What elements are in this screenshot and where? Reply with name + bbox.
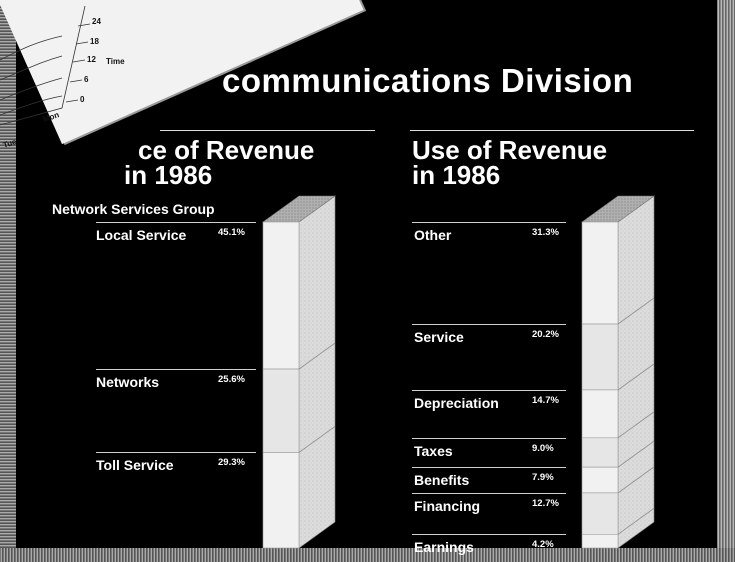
category-percent: 4.2% xyxy=(532,539,554,550)
scan-edge-left xyxy=(0,0,16,562)
group-label: Network Services Group xyxy=(52,201,215,217)
bar-side-divider xyxy=(617,363,655,391)
category-leader-line xyxy=(412,390,566,391)
paper-chart-svg: 24 18 12 6 0 Time Mon Tue xyxy=(0,5,125,150)
bar-segment xyxy=(581,389,619,439)
bar-side-divider xyxy=(617,507,655,535)
right-chart-heading: Use of Revenue in 1986 xyxy=(412,135,608,190)
right-title-rule xyxy=(410,130,694,131)
category-leader-line xyxy=(96,369,256,370)
category-percent: 20.2% xyxy=(532,329,559,340)
category-leader-line xyxy=(96,222,256,223)
right-heading-line1: Use of Revenue xyxy=(412,135,608,165)
category-percent: 45.1% xyxy=(218,227,245,238)
paper-tick: 18 xyxy=(90,37,99,46)
bar-segment xyxy=(581,466,619,494)
bar-segment xyxy=(581,221,619,325)
bar-side-face xyxy=(298,195,336,549)
category-percent: 9.0% xyxy=(532,443,554,454)
paper-day-label: Tue xyxy=(2,137,18,150)
left-stacked-bar xyxy=(262,195,336,549)
category-label: Financing xyxy=(414,498,481,514)
bar-side-divider xyxy=(298,342,336,370)
paper-surface-line xyxy=(0,95,63,116)
left-title-rule xyxy=(160,130,375,131)
category-label: Earnings xyxy=(414,539,474,555)
category-label: Depreciation xyxy=(414,395,499,411)
right-stacked-bar xyxy=(581,195,655,549)
bar-segment xyxy=(262,368,300,453)
category-leader-line xyxy=(412,324,566,325)
paper-tick: 6 xyxy=(84,75,89,84)
category-leader-line xyxy=(412,493,566,494)
category-percent: 12.7% xyxy=(532,498,559,509)
paper-surface-line xyxy=(0,35,63,61)
bar-segment xyxy=(262,452,300,549)
category-label: Toll Service xyxy=(96,457,174,473)
category-percent: 25.6% xyxy=(218,374,245,385)
left-chart-heading: ce of Revenue in 1986 xyxy=(124,135,315,188)
paper-tick: 12 xyxy=(87,55,96,64)
category-label: Networks xyxy=(96,374,160,390)
paper-tick: 0 xyxy=(80,95,85,104)
category-leader-line xyxy=(412,222,566,223)
bar-side-divider xyxy=(617,411,655,439)
category-leader-line xyxy=(412,438,566,439)
left-heading-line2: in 1986 xyxy=(124,160,213,190)
left-heading-line1: ce of Revenue xyxy=(138,135,315,165)
category-percent: 31.3% xyxy=(532,227,559,238)
category-label: Taxes xyxy=(414,443,453,459)
right-heading-line2: in 1986 xyxy=(412,160,501,190)
paper-axis-label: Time xyxy=(106,57,125,66)
category-label: Local Service xyxy=(96,227,187,243)
bar-side-divider xyxy=(617,440,655,468)
category-percent: 7.9% xyxy=(532,472,554,483)
bar-side-divider xyxy=(298,426,336,453)
category-label: Other xyxy=(414,227,452,243)
paper-tick: 24 xyxy=(92,17,101,26)
bar-side-divider xyxy=(617,466,655,494)
bar-segment xyxy=(581,534,619,549)
scan-edge-right xyxy=(717,0,735,562)
paper-surface-line xyxy=(0,77,63,101)
paper-surface-line xyxy=(0,55,63,81)
category-percent: 14.7% xyxy=(532,395,559,406)
category-leader-line xyxy=(96,452,256,453)
bar-side-divider xyxy=(617,297,655,325)
scan-edge-bottom xyxy=(0,548,735,562)
bar-segment xyxy=(262,221,300,370)
category-label: Service xyxy=(414,329,464,345)
category-leader-line xyxy=(412,467,566,468)
bar-segment xyxy=(581,323,619,391)
category-label: Benefits xyxy=(414,472,470,488)
page-title: communications Division xyxy=(222,62,634,99)
paper-axis xyxy=(0,5,86,126)
bar-segment xyxy=(581,492,619,535)
category-leader-line xyxy=(412,534,566,535)
paper-day-label: Mon xyxy=(42,110,61,124)
bar-side-face xyxy=(617,195,655,549)
category-percent: 29.3% xyxy=(218,457,245,468)
bar-segment xyxy=(581,437,619,468)
paper-ticks xyxy=(65,23,91,103)
